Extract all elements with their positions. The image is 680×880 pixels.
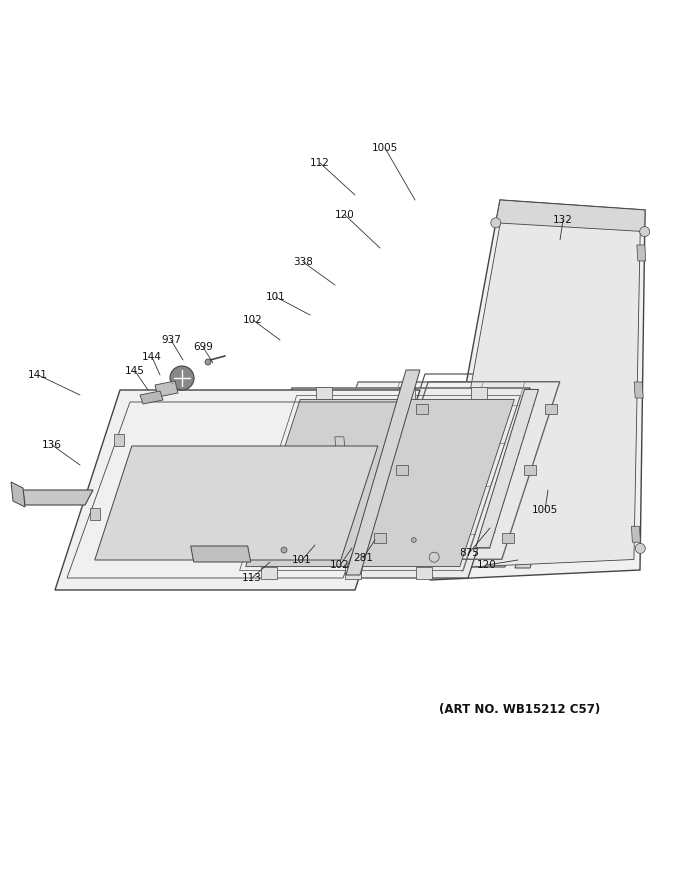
Text: 132: 132 xyxy=(553,215,573,225)
Text: 875: 875 xyxy=(459,548,479,558)
Circle shape xyxy=(491,217,500,228)
Polygon shape xyxy=(634,382,643,398)
Polygon shape xyxy=(335,436,345,449)
Text: 113: 113 xyxy=(242,573,262,583)
Polygon shape xyxy=(346,370,420,575)
Text: 145: 145 xyxy=(125,366,145,376)
Polygon shape xyxy=(439,212,641,568)
Polygon shape xyxy=(155,381,178,397)
Polygon shape xyxy=(416,567,432,579)
Text: (ART NO. WB15212 C57): (ART NO. WB15212 C57) xyxy=(439,703,600,716)
Polygon shape xyxy=(430,200,645,580)
Text: 338: 338 xyxy=(293,257,313,267)
Polygon shape xyxy=(471,387,487,400)
Text: 136: 136 xyxy=(42,440,62,450)
Polygon shape xyxy=(230,388,530,578)
Text: 112: 112 xyxy=(310,158,330,168)
Text: 120: 120 xyxy=(477,560,497,570)
Text: 102: 102 xyxy=(330,560,350,570)
Polygon shape xyxy=(503,533,514,543)
Circle shape xyxy=(281,547,287,553)
Text: 144: 144 xyxy=(142,352,162,362)
Polygon shape xyxy=(345,567,360,579)
Text: 937: 937 xyxy=(161,335,181,345)
Text: 101: 101 xyxy=(292,555,312,565)
Polygon shape xyxy=(190,546,251,562)
Circle shape xyxy=(205,359,211,365)
Polygon shape xyxy=(90,508,100,520)
Text: 120: 120 xyxy=(335,210,355,220)
Polygon shape xyxy=(295,382,525,572)
Text: 1005: 1005 xyxy=(532,505,558,515)
Polygon shape xyxy=(636,245,646,261)
Polygon shape xyxy=(23,490,93,505)
Text: 102: 102 xyxy=(243,315,263,325)
Text: 141: 141 xyxy=(28,370,48,380)
Polygon shape xyxy=(245,400,514,567)
Circle shape xyxy=(411,538,416,542)
Polygon shape xyxy=(320,480,330,493)
Text: 699: 699 xyxy=(193,342,213,352)
Circle shape xyxy=(640,226,649,237)
Polygon shape xyxy=(95,446,378,560)
Circle shape xyxy=(635,543,645,554)
Circle shape xyxy=(429,553,439,562)
Polygon shape xyxy=(305,528,315,540)
Polygon shape xyxy=(545,404,556,414)
Polygon shape xyxy=(515,373,593,568)
Polygon shape xyxy=(396,466,407,475)
Polygon shape xyxy=(415,404,428,414)
Polygon shape xyxy=(632,526,641,542)
Text: 1005: 1005 xyxy=(372,143,398,153)
Polygon shape xyxy=(496,200,645,231)
Polygon shape xyxy=(11,482,25,507)
Polygon shape xyxy=(373,533,386,543)
Polygon shape xyxy=(55,390,420,590)
Text: 101: 101 xyxy=(266,292,286,302)
Polygon shape xyxy=(476,390,539,547)
Polygon shape xyxy=(140,391,163,404)
Polygon shape xyxy=(261,567,277,579)
Circle shape xyxy=(170,366,194,390)
Text: 281: 281 xyxy=(353,553,373,563)
Polygon shape xyxy=(399,387,415,400)
Polygon shape xyxy=(316,387,332,400)
Polygon shape xyxy=(114,434,124,446)
Polygon shape xyxy=(524,466,537,475)
